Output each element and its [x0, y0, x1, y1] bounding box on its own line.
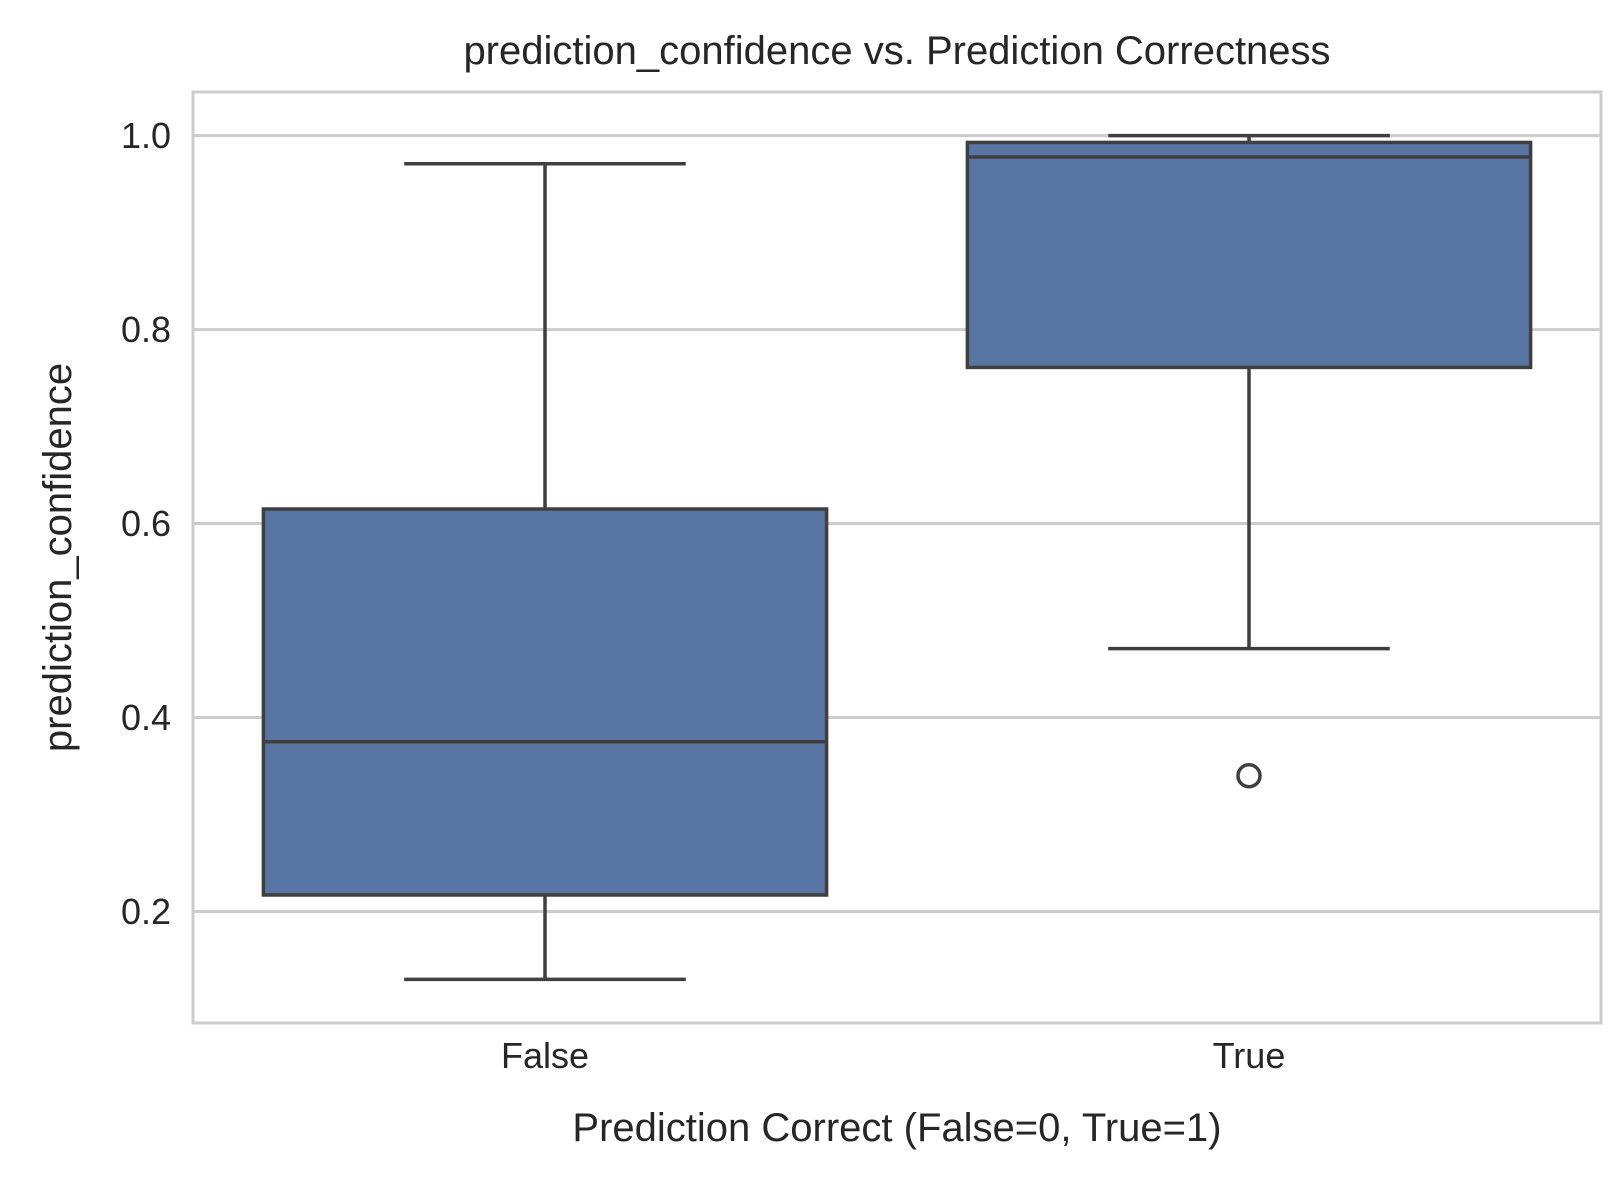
outlier-point: [1236, 762, 1262, 789]
y-tick-label: 0.4: [121, 697, 171, 738]
x-tick-label: False: [501, 1035, 589, 1076]
y-tick-label: 1.0: [121, 115, 171, 156]
y-tick-label: 0.6: [121, 503, 171, 544]
chart-title: prediction_confidence vs. Prediction Cor…: [463, 29, 1330, 73]
y-tick-label: 0.2: [121, 891, 171, 932]
box-group-true: [965, 133, 1533, 789]
box-group-false: [261, 162, 829, 982]
y-axis-ticks: 0.2 0.4 0.6 0.8 1.0: [121, 115, 171, 932]
x-tick-label: True: [1213, 1035, 1286, 1076]
box-series: [261, 133, 1533, 982]
y-axis-label: prediction_confidence: [36, 363, 80, 752]
x-axis-label: Prediction Correct (False=0, True=1): [572, 1106, 1221, 1150]
iqr-box: [261, 507, 829, 897]
plot-area-frame: [191, 90, 1603, 1025]
x-axis-ticks: False True: [501, 1035, 1285, 1076]
y-tick-label: 0.8: [121, 309, 171, 350]
iqr-box: [965, 140, 1533, 370]
